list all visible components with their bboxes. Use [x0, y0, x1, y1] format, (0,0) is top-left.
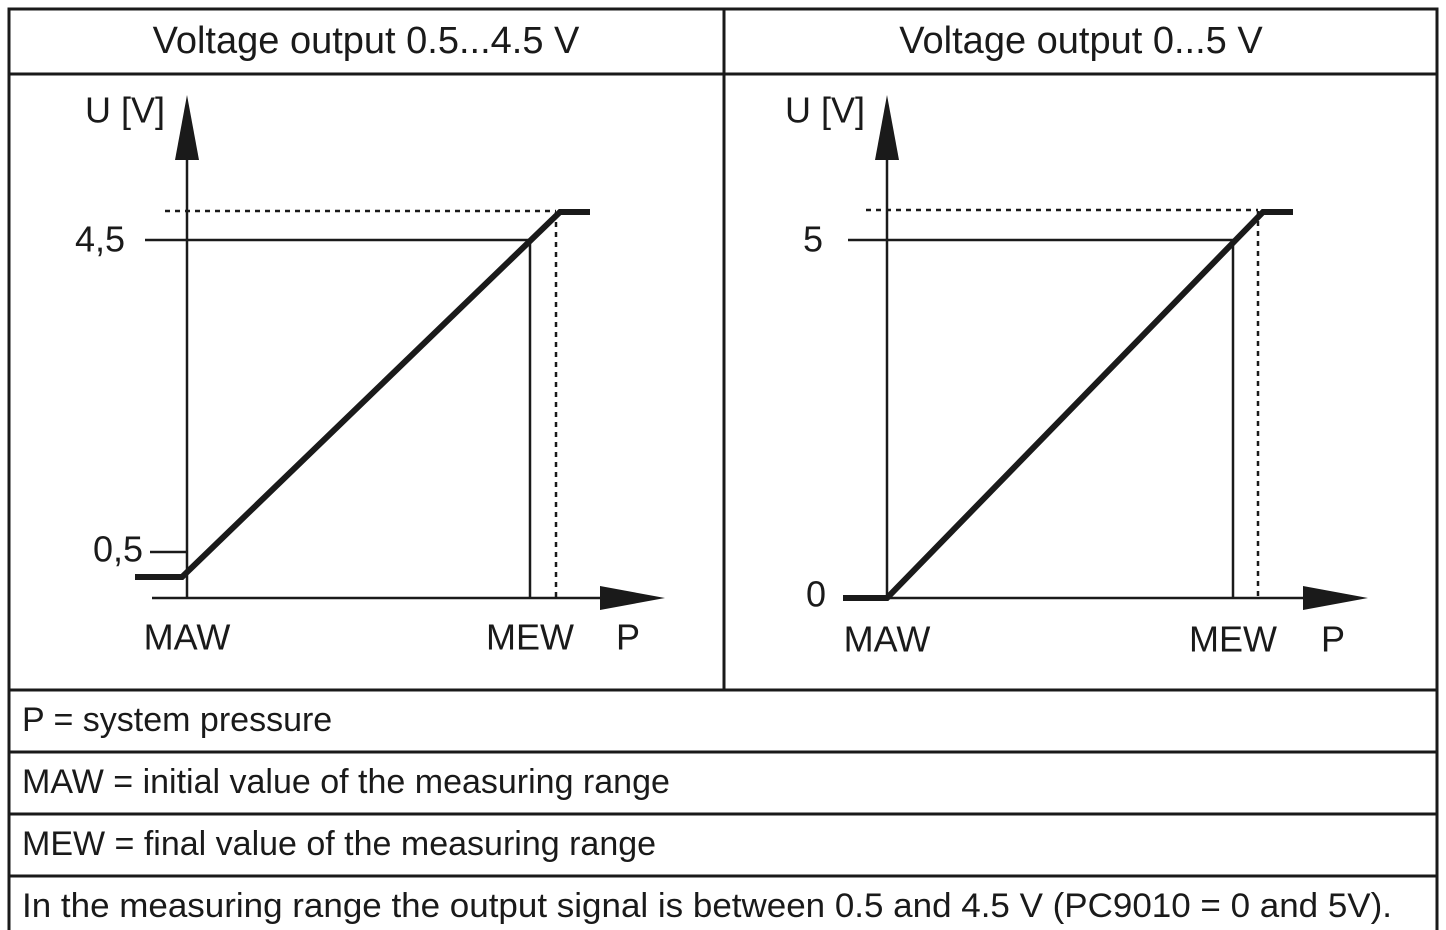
graph-right — [843, 95, 1368, 610]
x-label: MEW — [1189, 619, 1277, 660]
y-label: 4,5 — [75, 219, 125, 260]
y-label: 0 — [806, 574, 826, 615]
column-title: Voltage output 0.5...4.5 V — [153, 20, 580, 62]
x-label: P — [1321, 619, 1345, 660]
x-label: MAW — [144, 617, 231, 658]
graph-left — [135, 95, 665, 610]
note: In the measuring range the output signal… — [22, 887, 1392, 925]
note: MAW = initial value of the measuring ran… — [22, 763, 670, 801]
x-label: P — [616, 617, 640, 658]
y-label: 0,5 — [93, 529, 143, 570]
y-label: 5 — [803, 219, 823, 260]
y-axis-label: U [V] — [785, 90, 865, 131]
y-axis-label: U [V] — [85, 90, 165, 131]
x-label: MAW — [844, 619, 931, 660]
column-title: Voltage output 0...5 V — [899, 20, 1263, 62]
note: MEW = final value of the measuring range — [22, 825, 656, 863]
note: P = system pressure — [22, 701, 332, 739]
x-label: MEW — [486, 617, 574, 658]
table-frame — [7, 7, 1439, 930]
